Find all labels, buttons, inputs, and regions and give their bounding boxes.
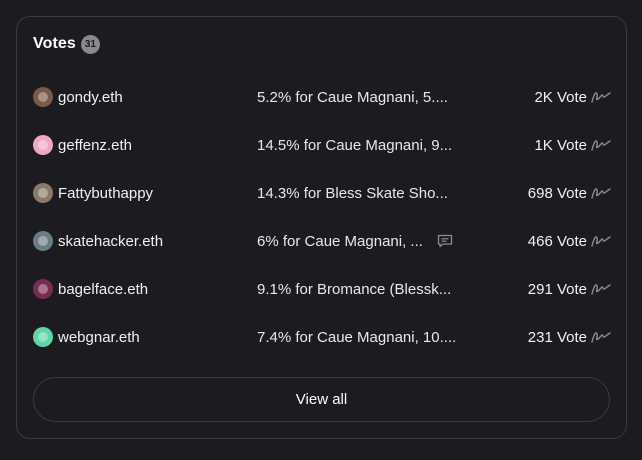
votes-header: Votes 31 (33, 33, 100, 55)
avatar (33, 135, 53, 155)
view-all-button[interactable]: View all (33, 377, 610, 422)
voter-name[interactable]: Fattybuthappy (58, 184, 154, 202)
vote-amount: 1K Vote (534, 121, 611, 169)
vote-amount: 291 Vote (528, 265, 611, 313)
signature-icon (591, 138, 611, 152)
comment-icon[interactable] (437, 234, 453, 248)
vote-row[interactable]: Fattybuthappy 14.3% for Bless Skate Sho.… (33, 169, 611, 217)
voter-name[interactable]: webgnar.eth (58, 328, 140, 346)
signature-icon (591, 330, 611, 344)
vote-amount: 2K Vote (534, 73, 611, 121)
vote-row[interactable]: bagelface.eth 9.1% for Bromance (Blessk.… (33, 265, 611, 313)
votes-card: Votes 31 gondy.eth 5.2% for Caue Magnani… (16, 16, 627, 439)
vote-list: gondy.eth 5.2% for Caue Magnani, 5.... 2… (33, 73, 611, 361)
voter[interactable]: bagelface.eth (33, 279, 257, 299)
vote-count: 466 Vote (527, 232, 587, 250)
avatar (33, 279, 53, 299)
voter[interactable]: gondy.eth (33, 87, 257, 107)
vote-amount: 466 Vote (528, 217, 611, 265)
vote-row[interactable]: skatehacker.eth 6% for Caue Magnani, ...… (33, 217, 611, 265)
avatar (33, 183, 53, 203)
voter-name[interactable]: geffenz.eth (58, 136, 132, 154)
voter[interactable]: skatehacker.eth (33, 231, 257, 251)
signature-icon (591, 282, 611, 296)
vote-reason: 9.1% for Bromance (Blessk... (257, 280, 452, 298)
voter-name[interactable]: bagelface.eth (58, 280, 149, 298)
vote-reason: 5.2% for Caue Magnani, 5.... (257, 88, 448, 106)
voter-name[interactable]: gondy.eth (58, 88, 123, 106)
voter[interactable]: geffenz.eth (33, 135, 257, 155)
vote-reason: 14.5% for Caue Magnani, 9... (257, 136, 453, 154)
vote-reason: 7.4% for Caue Magnani, 10.... (257, 328, 455, 346)
avatar (33, 231, 53, 251)
avatar (33, 327, 53, 347)
vote-count: 231 Vote (527, 328, 587, 346)
voter[interactable]: webgnar.eth (33, 327, 257, 347)
voter[interactable]: Fattybuthappy (33, 183, 257, 203)
voter-name[interactable]: skatehacker.eth (58, 232, 164, 250)
vote-row[interactable]: geffenz.eth 14.5% for Caue Magnani, 9...… (33, 121, 611, 169)
signature-icon (591, 90, 611, 104)
vote-row[interactable]: gondy.eth 5.2% for Caue Magnani, 5.... 2… (33, 73, 611, 121)
vote-count: 1K Vote (534, 136, 587, 154)
votes-title: Votes (33, 35, 76, 52)
avatar (33, 87, 53, 107)
vote-row[interactable]: webgnar.eth 7.4% for Caue Magnani, 10...… (33, 313, 611, 361)
vote-reason: 6% for Caue Magnani, ... (257, 232, 423, 250)
vote-count: 2K Vote (534, 88, 587, 106)
vote-reason: 14.3% for Bless Skate Sho... (257, 184, 448, 202)
vote-count: 698 Vote (527, 184, 587, 202)
signature-icon (591, 186, 611, 200)
vote-amount: 698 Vote (528, 169, 611, 217)
votes-count-badge: 31 (80, 34, 100, 54)
signature-icon (591, 234, 611, 248)
vote-amount: 231 Vote (528, 313, 611, 361)
vote-count: 291 Vote (527, 280, 587, 298)
